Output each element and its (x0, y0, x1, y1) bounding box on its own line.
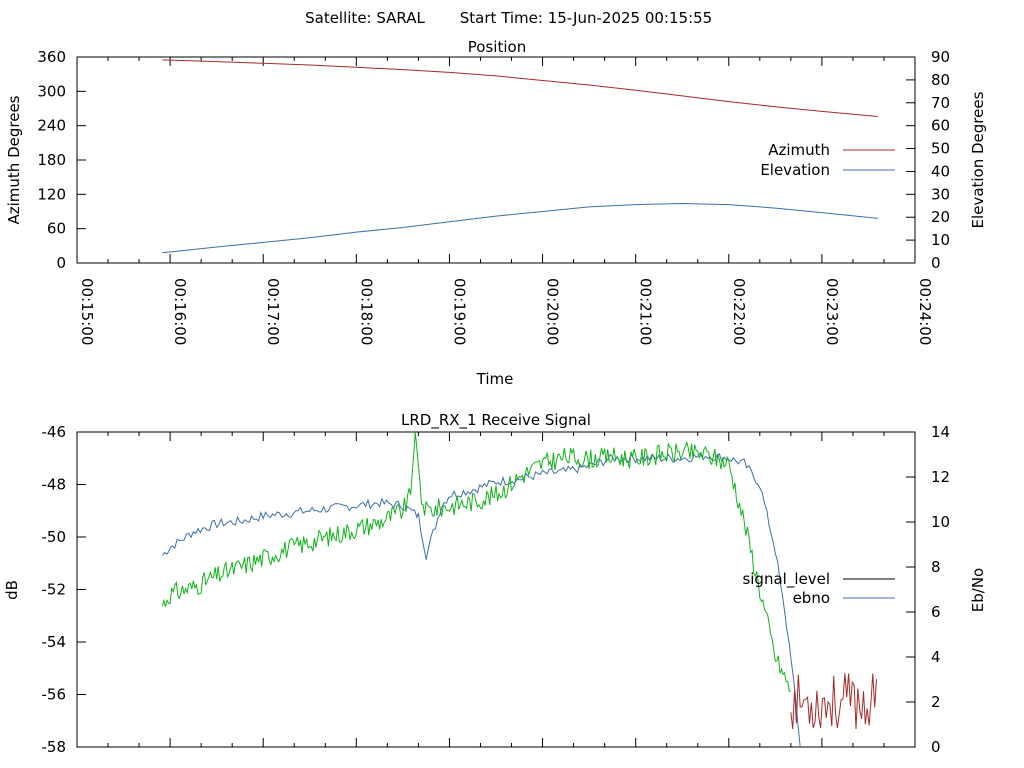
signal-plot-frame (76, 431, 916, 748)
position-y-tick-label: 300 (37, 82, 66, 100)
position-x-tick-label: 00:15:00 (78, 278, 96, 345)
signal-y2-tick-label: 0 (931, 738, 941, 756)
position-y2-tick-label: 30 (931, 185, 950, 203)
signal-y-tick-label: -48 (42, 476, 67, 494)
signal-chart: LRD_RX_1 Receive Signal -58 -56 -54 -52 -50 -… (3, 411, 987, 756)
position-y2-tick-label: 50 (931, 140, 950, 158)
position-legend-label: Elevation (760, 161, 830, 179)
position-x-tick-label: 00:18:00 (357, 278, 375, 345)
position-y2-tick-label: 80 (931, 71, 950, 89)
satellite-label: Satellite: SARAL (305, 9, 425, 27)
position-chart: Position 0 60 120 180 240 300 360 0 10 20 30 40 50 60… (5, 38, 987, 388)
signal-y2-tick-label: 8 (931, 558, 941, 576)
signal-y-tick-label: -58 (42, 738, 67, 756)
position-legend-label: Azimuth (768, 141, 830, 159)
start-time-label: Start Time: 15-Jun-2025 00:15:55 (460, 9, 712, 27)
position-y2-tick-label: 70 (931, 94, 950, 112)
signal-legend-label: signal_level (742, 570, 830, 589)
signal-y2-tick-label: 10 (931, 513, 950, 531)
position-x-tick-label: 00:22:00 (730, 278, 748, 345)
position-x-tick-label: 00:20:00 (544, 278, 562, 345)
position-x-tick-label: 00:16:00 (171, 278, 189, 345)
position-y2-axis-label: Elevation Degrees (969, 91, 987, 228)
position-y-tick-label: 360 (37, 48, 66, 66)
signal-y-tick-label: -52 (42, 581, 67, 599)
signal-y-tick-label: -56 (42, 686, 67, 704)
signal-y2-tick-label: 6 (931, 603, 941, 621)
position-x-axis-label: Time (476, 370, 514, 388)
signal-y2-tick-label: 4 (931, 648, 941, 666)
signal-noise-tail-line (790, 673, 877, 730)
position-x-tick-label: 00:17:00 (264, 278, 282, 345)
signal-y2-tick-label: 2 (931, 693, 941, 711)
position-y-tick-label: 60 (47, 220, 66, 238)
signal-y-tick-label: -46 (42, 423, 67, 441)
position-y-axis-label: Azimuth Degrees (5, 95, 23, 224)
position-y-tick-label: 120 (37, 185, 66, 203)
position-x-tick-label: 00:24:00 (916, 278, 934, 345)
position-y2-tick-label: 40 (931, 162, 950, 180)
signal-y-axis-label: dB (3, 580, 21, 600)
position-y2-tick-label: 0 (931, 254, 941, 272)
signal-y2-tick-label: 14 (931, 423, 950, 441)
signal-legend-label: ebno (793, 589, 830, 607)
position-y-tick-label: 0 (56, 254, 66, 272)
signal-y2-tick-label: 12 (931, 468, 950, 486)
signal-y-tick-label: -54 (42, 633, 67, 651)
position-x-tick-label: 00:21:00 (637, 278, 655, 345)
position-series-elevation-line (162, 202, 878, 254)
signal-series-group (161, 432, 877, 747)
position-y2-tick-label: 60 (931, 117, 950, 135)
ebno-line (161, 432, 792, 692)
position-series-azimuth-line (162, 59, 878, 117)
signal-chart-title: LRD_RX_1 Receive Signal (401, 411, 591, 430)
position-plot-frame (76, 56, 916, 264)
position-y-tick-label: 180 (37, 151, 66, 169)
position-y-tick-label: 240 (37, 117, 66, 135)
signal-level-line (162, 451, 801, 747)
position-x-tick-label: 00:23:00 (823, 278, 841, 345)
position-y2-tick-label: 10 (931, 231, 950, 249)
signal-y-tick-label: -50 (42, 528, 67, 546)
signal-y2-axis-label: Eb/No (969, 568, 987, 612)
position-y2-tick-label: 90 (931, 48, 950, 66)
position-y2-tick-label: 20 (931, 208, 950, 226)
position-chart-title: Position (468, 38, 526, 56)
position-x-tick-label: 00:19:00 (450, 278, 468, 345)
